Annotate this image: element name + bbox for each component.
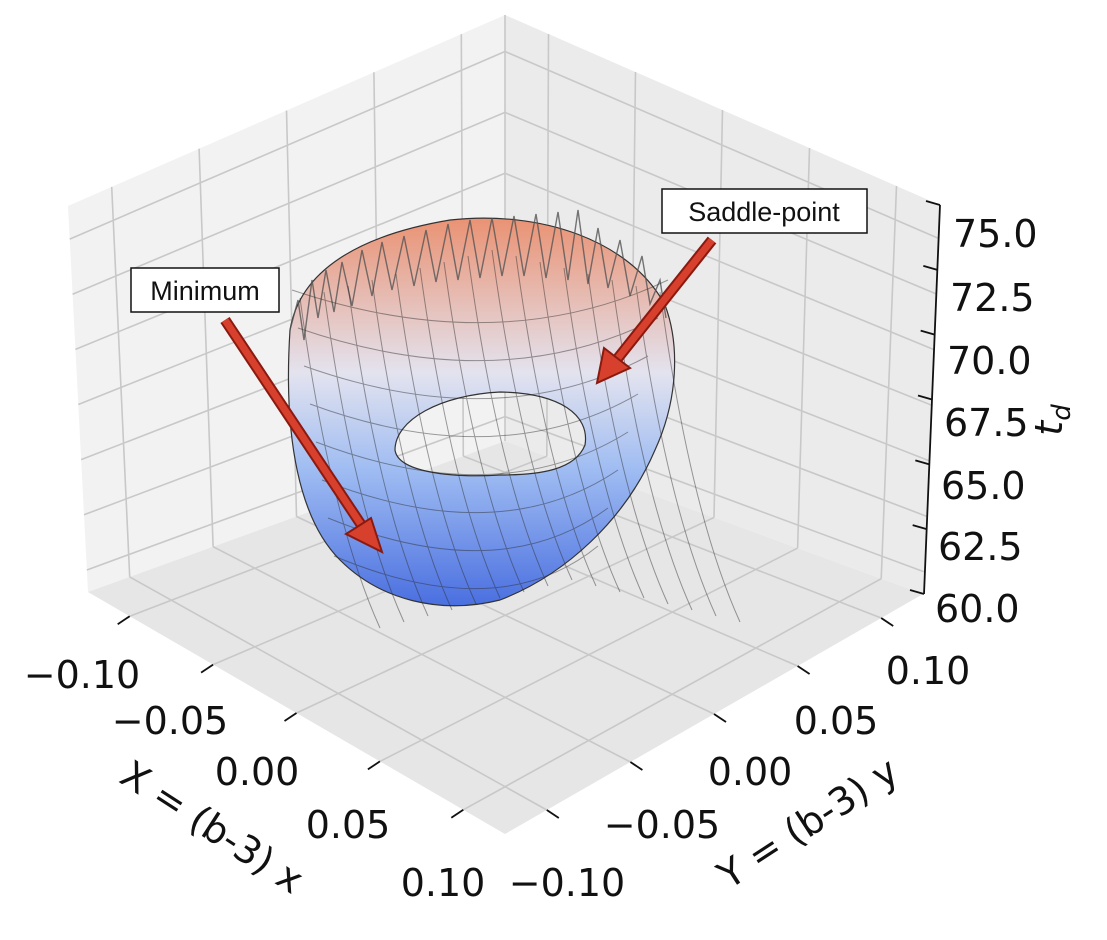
surface-body [287,217,676,607]
wall-gridline [69,50,506,240]
z-tick-mark [909,589,925,595]
z-tick-mark [920,329,935,336]
mesh-line [515,255,597,587]
mesh-line [659,291,741,623]
z-tick-mark [923,264,938,271]
wall-gridline [504,172,934,351]
mesh-line [635,285,717,617]
mesh-line [563,267,645,599]
y-tick-label: 0.00 [708,750,793,794]
floor-gridline [212,545,631,763]
x-tick-label: −0.05 [112,699,228,743]
z-tick-mark [912,524,927,531]
mesh-line [309,393,639,438]
y-tick-label: 0.10 [886,649,971,693]
mesh-line [315,431,629,476]
x-tick-label: −0.10 [24,653,140,697]
z-tick-label: 65.0 [941,464,1026,508]
z-axis-label: td [1027,404,1077,436]
mesh-line [467,255,549,587]
mesh-line [587,273,669,605]
x-tick-mark [450,809,464,819]
left-pane [68,15,505,592]
y-tick-mark [629,761,643,771]
x-tick-mark [284,712,297,722]
x-tick-label: 0.05 [306,803,391,847]
z-tick-label: 72.5 [950,276,1035,320]
mesh-line [291,279,669,324]
z-tick-label: 62.5 [938,525,1023,569]
z-tick-mark [915,459,930,466]
x-tick-mark [200,663,214,674]
label-box-minimum [130,267,280,313]
wall-gridline [86,415,506,571]
mesh-line [395,273,477,605]
y-tick-mark [546,809,560,819]
label-box-saddle-point [661,188,868,234]
mesh-line [323,291,405,623]
annotation-minimum: Minimum [130,267,384,554]
z-axis-label-subscript: d [1047,404,1077,421]
surface-mesh [291,249,741,629]
svg-text:td: td [1027,404,1077,436]
x-tick-mark [367,760,381,771]
y-tick-mark [713,713,727,723]
surface [287,209,741,629]
x-tick-label: 0.10 [401,861,486,905]
wall-gridline [198,148,214,547]
mesh-line [419,267,501,599]
wall-gridline [713,109,724,518]
wall-gridline [504,415,925,573]
mesh-line [321,469,619,514]
x-tick-label: 0.00 [215,750,300,794]
mesh-line [347,285,429,617]
wall-gridline [75,172,506,351]
x-tick-mark [117,615,131,625]
z-tick-mark [925,200,941,206]
z-tick-label: 67.5 [944,401,1029,445]
wall-gridline [72,111,506,295]
z-tick-label: 70.0 [947,339,1032,383]
annotation-saddle-point: Saddle-point [595,188,868,385]
wall-gridline [110,186,131,577]
floor-gridline [129,576,548,811]
mesh-line [539,261,621,593]
floor-pane [88,441,923,834]
mesh-line [371,279,453,611]
z-tick-label: 75.0 [953,212,1038,256]
mesh-line [443,261,525,593]
label-saddle-point: Saddle-point [688,197,840,227]
arrowhead-minimum [343,516,384,554]
mesh-line [611,279,693,611]
z-tick-mark [917,394,933,401]
y-tick-mark [797,665,811,675]
wall-gridline [880,185,898,579]
surface-rim [289,209,667,341]
z-tick-label: 60.0 [935,587,1020,631]
y-tick-label: −0.05 [604,803,720,847]
mesh-line [297,317,659,362]
mesh-line [491,249,573,581]
tick-marks [117,200,941,819]
y-tick-mark [880,617,894,627]
y-tick-label: 0.05 [794,699,879,743]
z-axis-label-main: t [1027,419,1071,436]
arrowhead-saddle [595,346,632,385]
label-minimum: Minimum [150,276,260,306]
y-tick-label: −0.10 [509,861,625,905]
z-axis-line [923,204,941,595]
mesh-line [333,545,599,590]
